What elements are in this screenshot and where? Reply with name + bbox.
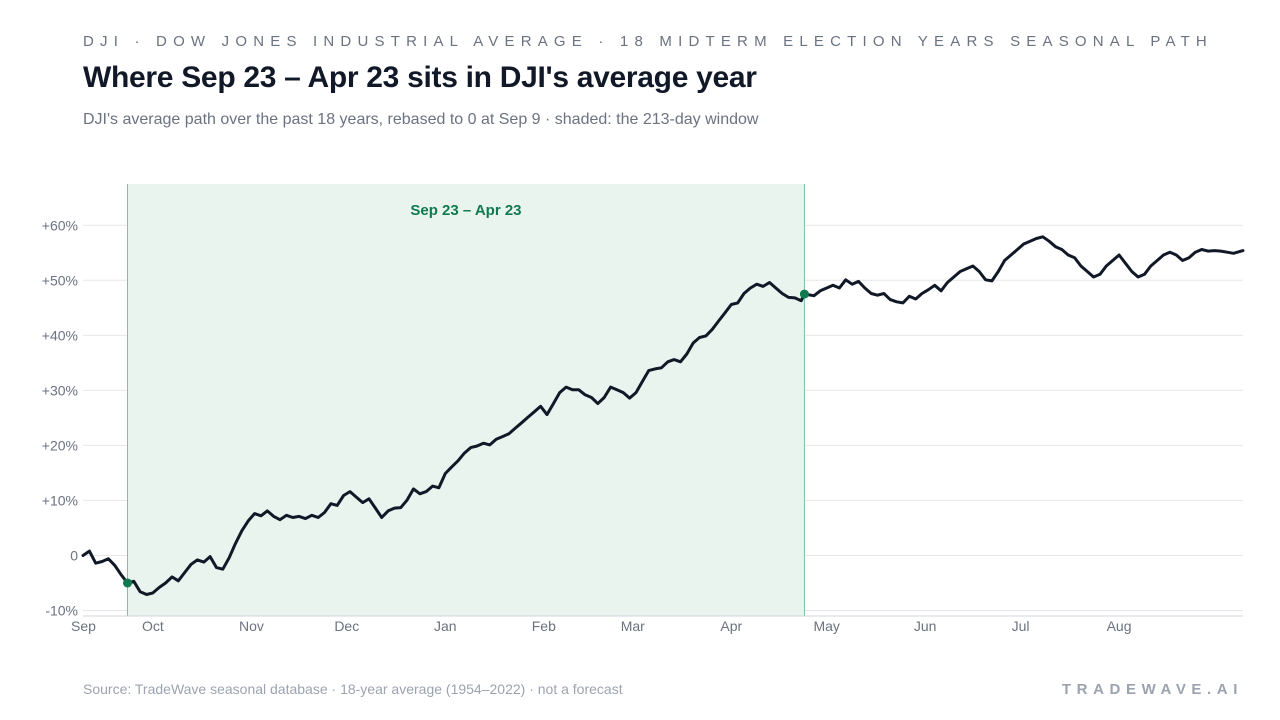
window-start-marker xyxy=(122,578,132,588)
x-tick-label: Feb xyxy=(532,618,556,634)
x-tick-label: Sep xyxy=(71,618,96,634)
chart-subtitle: DJI's average path over the past 18 year… xyxy=(83,111,759,128)
chart-title: Where Sep 23 – Apr 23 sits in DJI's aver… xyxy=(83,61,757,94)
x-tick-label: Jan xyxy=(434,618,457,634)
axis-layer: -10% 0 +10% +20% +30% +40% +50% +60% Sep Oct Nov De… xyxy=(42,217,1243,634)
series-line xyxy=(81,235,1245,596)
x-tick-label: Dec xyxy=(334,618,359,634)
y-tick-label: +50% xyxy=(42,272,78,288)
y-tick-label: +40% xyxy=(42,327,78,343)
x-tick-label: Mar xyxy=(621,618,645,634)
x-tick-label: May xyxy=(813,618,839,634)
y-tick-label: +10% xyxy=(42,492,78,508)
y-tick-label: -10% xyxy=(45,602,78,618)
x-tick-label: Jun xyxy=(914,618,937,634)
window-shade xyxy=(127,184,805,616)
y-tick-label: +30% xyxy=(42,382,78,398)
y-tick-label: +60% xyxy=(42,217,78,233)
x-tick-label: Jul xyxy=(1012,618,1030,634)
y-tick-label: +20% xyxy=(42,437,78,453)
x-tick-label: Oct xyxy=(142,618,164,634)
source-note: Source: TradeWave seasonal database · 18… xyxy=(83,681,623,697)
window-label: Sep 23 – Apr 23 xyxy=(410,202,521,219)
x-tick-label: Nov xyxy=(239,618,264,634)
x-tick-label: Aug xyxy=(1107,618,1132,634)
x-tick-label: Apr xyxy=(720,618,742,634)
marker-layer xyxy=(122,289,809,588)
chart-kicker: DJI · DOW JONES INDUSTRIAL AVERAGE · 18 … xyxy=(83,33,1213,50)
series-layer xyxy=(81,235,1245,596)
y-tick-label: 0 xyxy=(70,547,78,563)
brand-logo-text: TRADEWAVE.AI xyxy=(1061,681,1243,698)
window-layer: Sep 23 – Apr 23 xyxy=(126,184,805,616)
window-end-marker xyxy=(799,289,809,299)
